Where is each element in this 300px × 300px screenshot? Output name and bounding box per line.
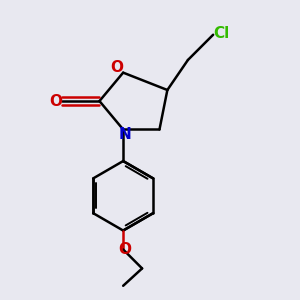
Text: N: N [118,127,131,142]
Text: O: O [110,60,123,75]
Text: O: O [49,94,62,109]
Text: O: O [118,242,131,257]
Text: Cl: Cl [213,26,229,41]
